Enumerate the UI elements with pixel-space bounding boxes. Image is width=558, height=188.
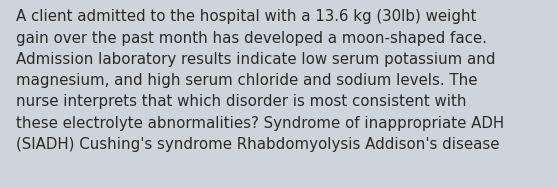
Text: A client admitted to the hospital with a 13.6 kg (30lb) weight
gain over the pas: A client admitted to the hospital with a…	[16, 9, 504, 152]
